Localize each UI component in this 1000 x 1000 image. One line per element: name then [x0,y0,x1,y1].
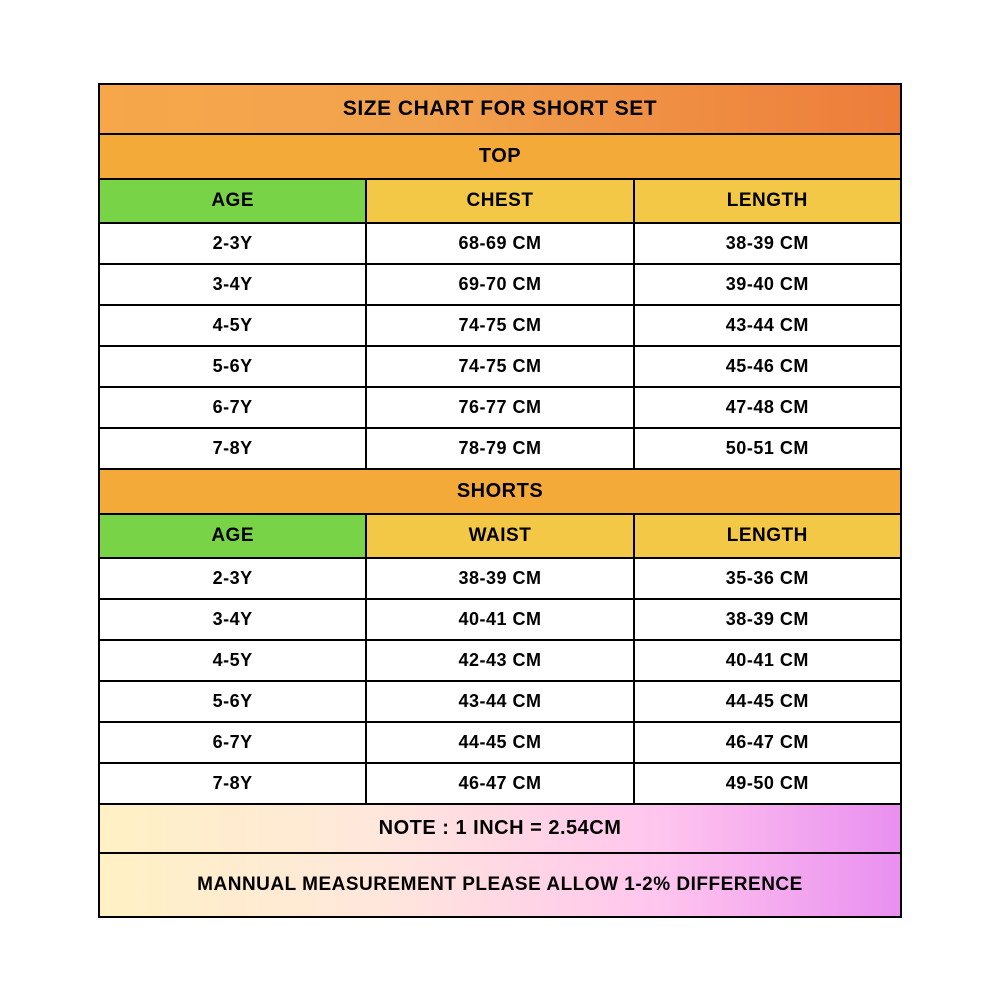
cell-length: 40-41 CM [635,641,900,680]
manual-note-text: MANNUAL MEASUREMENT PLEASE ALLOW 1-2% DI… [100,854,900,916]
cell-age: 2-3Y [100,559,367,598]
cell-age: 3-4Y [100,600,367,639]
table-row: 5-6Y 43-44 CM 44-45 CM [100,682,900,723]
cell-age: 3-4Y [100,265,367,304]
shorts-header-waist: WAIST [367,515,634,557]
table-row: 4-5Y 74-75 CM 43-44 CM [100,306,900,347]
table-row: 4-5Y 42-43 CM 40-41 CM [100,641,900,682]
cell-length: 49-50 CM [635,764,900,803]
table-row: 5-6Y 74-75 CM 45-46 CM [100,347,900,388]
title-row: SIZE CHART FOR SHORT SET [100,85,900,135]
cell-chest: 69-70 CM [367,265,634,304]
top-section-row: TOP [100,135,900,180]
cell-length: 38-39 CM [635,600,900,639]
cell-length: 38-39 CM [635,224,900,263]
cell-age: 4-5Y [100,641,367,680]
cell-length: 39-40 CM [635,265,900,304]
cell-length: 45-46 CM [635,347,900,386]
cell-length: 44-45 CM [635,682,900,721]
table-row: 2-3Y 68-69 CM 38-39 CM [100,224,900,265]
cell-length: 50-51 CM [635,429,900,468]
manual-note-row: MANNUAL MEASUREMENT PLEASE ALLOW 1-2% DI… [100,854,900,916]
cell-age: 2-3Y [100,224,367,263]
cell-length: 47-48 CM [635,388,900,427]
cell-waist: 38-39 CM [367,559,634,598]
table-row: 7-8Y 46-47 CM 49-50 CM [100,764,900,805]
top-header-age: AGE [100,180,367,222]
cell-waist: 44-45 CM [367,723,634,762]
table-row: 6-7Y 44-45 CM 46-47 CM [100,723,900,764]
cell-age: 5-6Y [100,347,367,386]
note-text: NOTE : 1 INCH = 2.54CM [100,805,900,852]
shorts-section-row: SHORTS [100,470,900,515]
top-header-chest: CHEST [367,180,634,222]
table-row: 3-4Y 40-41 CM 38-39 CM [100,600,900,641]
cell-chest: 74-75 CM [367,347,634,386]
note-row: NOTE : 1 INCH = 2.54CM [100,805,900,854]
table-row: 6-7Y 76-77 CM 47-48 CM [100,388,900,429]
cell-waist: 46-47 CM [367,764,634,803]
shorts-header-age: AGE [100,515,367,557]
cell-length: 46-47 CM [635,723,900,762]
shorts-section-label: SHORTS [100,470,900,513]
cell-age: 4-5Y [100,306,367,345]
top-header-row: AGE CHEST LENGTH [100,180,900,224]
cell-age: 6-7Y [100,723,367,762]
size-chart-table: SIZE CHART FOR SHORT SET TOP AGE CHEST L… [98,83,902,918]
shorts-header-row: AGE WAIST LENGTH [100,515,900,559]
cell-chest: 68-69 CM [367,224,634,263]
table-row: 7-8Y 78-79 CM 50-51 CM [100,429,900,470]
top-section-label: TOP [100,135,900,178]
table-row: 2-3Y 38-39 CM 35-36 CM [100,559,900,600]
cell-waist: 40-41 CM [367,600,634,639]
cell-chest: 74-75 CM [367,306,634,345]
cell-age: 7-8Y [100,764,367,803]
chart-title: SIZE CHART FOR SHORT SET [100,85,900,133]
cell-length: 43-44 CM [635,306,900,345]
top-header-length: LENGTH [635,180,900,222]
cell-length: 35-36 CM [635,559,900,598]
shorts-header-length: LENGTH [635,515,900,557]
cell-age: 5-6Y [100,682,367,721]
cell-chest: 76-77 CM [367,388,634,427]
cell-waist: 42-43 CM [367,641,634,680]
cell-age: 6-7Y [100,388,367,427]
cell-chest: 78-79 CM [367,429,634,468]
table-row: 3-4Y 69-70 CM 39-40 CM [100,265,900,306]
cell-age: 7-8Y [100,429,367,468]
cell-waist: 43-44 CM [367,682,634,721]
